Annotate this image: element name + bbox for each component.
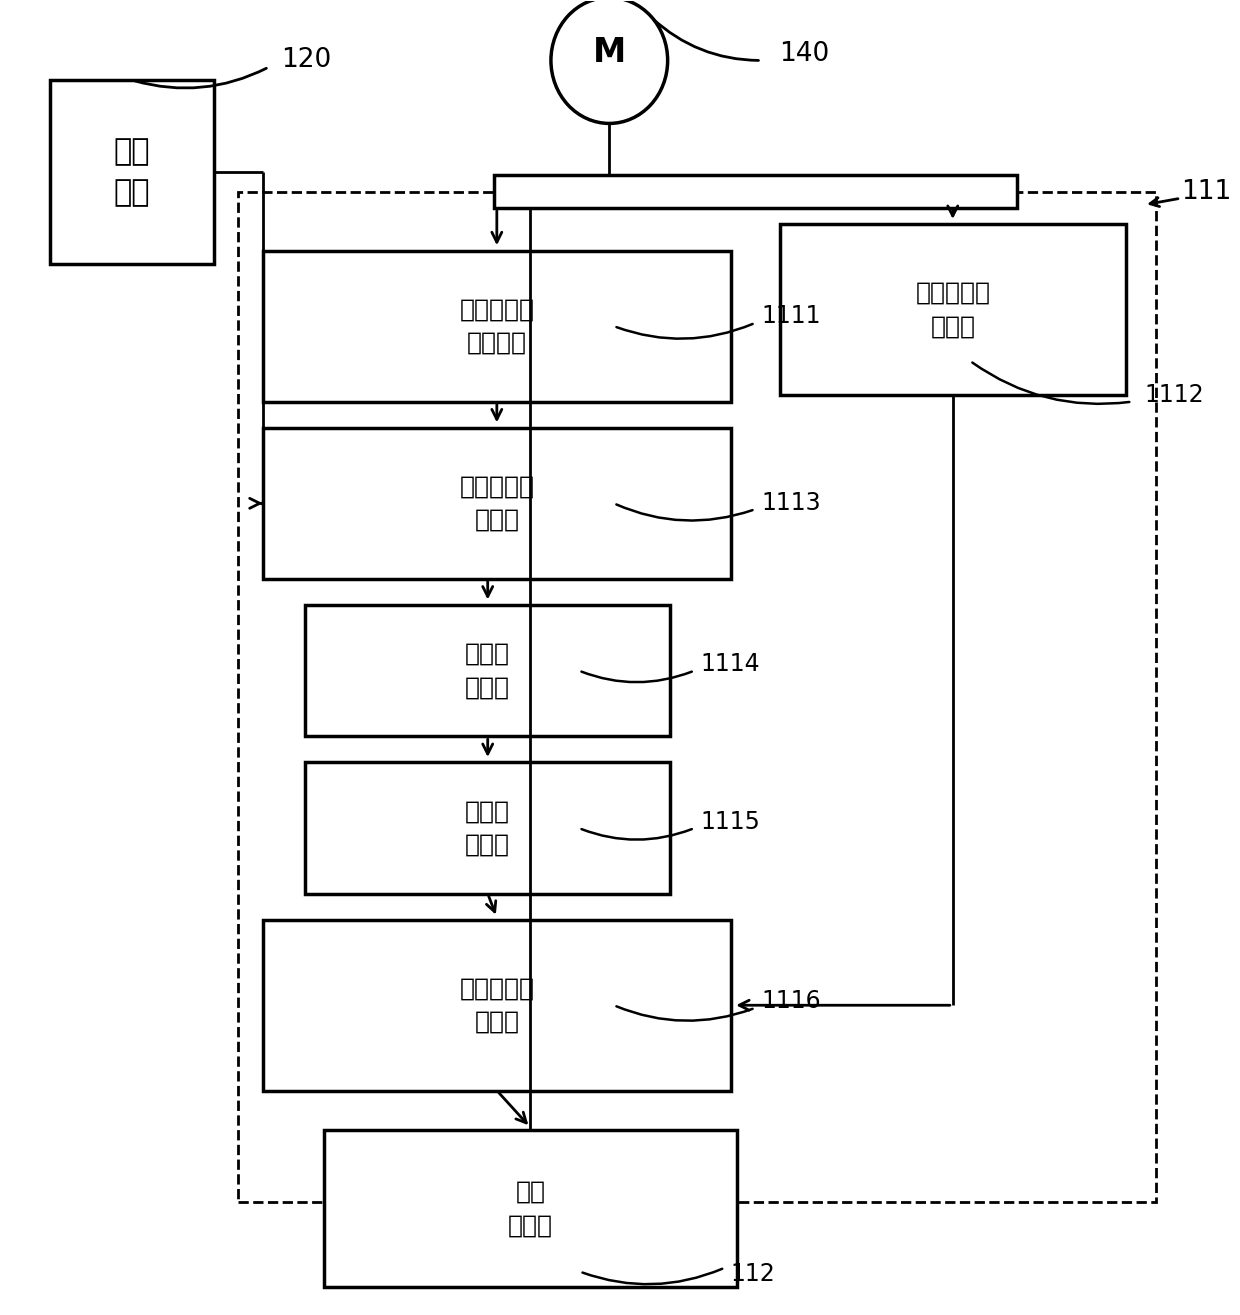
Text: 电流限
制组件: 电流限 制组件 bbox=[465, 800, 510, 857]
Text: 1115: 1115 bbox=[701, 810, 760, 834]
Text: 脉冲
放大器: 脉冲 放大器 bbox=[507, 1180, 553, 1237]
Text: 111: 111 bbox=[1180, 179, 1231, 205]
Bar bbox=[305, 763, 670, 894]
Bar bbox=[263, 251, 730, 401]
Text: 1116: 1116 bbox=[761, 989, 821, 1014]
Text: 140: 140 bbox=[780, 41, 830, 67]
Bar bbox=[263, 920, 730, 1090]
Bar bbox=[238, 192, 1157, 1202]
Bar bbox=[263, 427, 730, 579]
Text: 1111: 1111 bbox=[761, 304, 821, 329]
Text: M: M bbox=[593, 36, 626, 70]
Text: 转速实际值
采集组件: 转速实际值 采集组件 bbox=[459, 297, 534, 355]
Bar bbox=[305, 605, 670, 736]
Text: 电流闭环控
制组件: 电流闭环控 制组件 bbox=[459, 977, 534, 1034]
Circle shape bbox=[551, 0, 667, 124]
Text: 转矩限
制组件: 转矩限 制组件 bbox=[465, 642, 510, 700]
Text: 实际电流采
集组件: 实际电流采 集组件 bbox=[915, 281, 991, 338]
Text: 1112: 1112 bbox=[1145, 383, 1204, 408]
Bar bbox=[494, 175, 1017, 208]
Text: 1114: 1114 bbox=[701, 652, 760, 676]
Text: 控制
面板: 控制 面板 bbox=[114, 137, 150, 206]
Text: 速度闭环控
制组件: 速度闭环控 制组件 bbox=[459, 475, 534, 533]
Text: 112: 112 bbox=[730, 1262, 776, 1286]
Text: 1113: 1113 bbox=[761, 490, 821, 514]
Text: 120: 120 bbox=[281, 47, 331, 74]
Bar bbox=[324, 1130, 737, 1287]
Bar bbox=[780, 225, 1126, 394]
Bar bbox=[50, 80, 215, 264]
